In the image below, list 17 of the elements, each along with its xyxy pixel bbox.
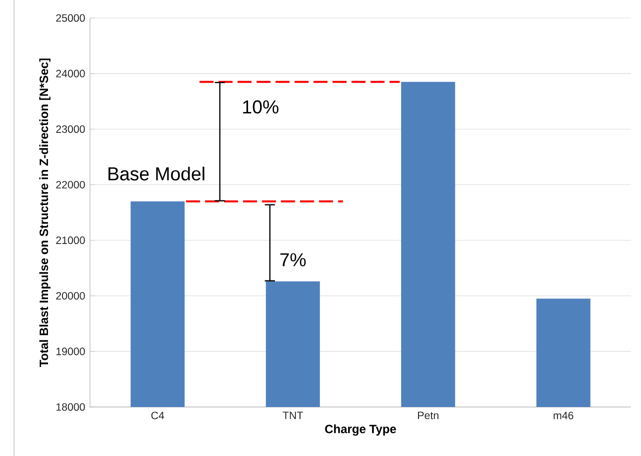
y-tick-label: 22000: [56, 180, 85, 188]
annotation: Base Model: [108, 166, 204, 180]
y-tick-label: 19000: [56, 348, 85, 356]
y-tick-label: 24000: [56, 70, 85, 78]
y-tick-label: 18000: [56, 403, 85, 411]
x-tick-label: C4: [151, 412, 164, 420]
x-tick-label: Petn: [418, 412, 438, 420]
x-tick-label: TNT: [282, 412, 304, 420]
y-tick-label: 20000: [56, 292, 85, 300]
y-tick-label: 21000: [56, 236, 85, 244]
annotation: 7%: [280, 253, 306, 266]
y-tick-label: 23000: [56, 125, 85, 133]
y-axis-title: Total Blast Impulse on Structure in Z-direction [N*Sec]: [39, 58, 50, 367]
annotation: 10%: [243, 100, 278, 114]
y-tick-label: 25000: [56, 14, 85, 22]
x-tick-label: m46: [554, 412, 574, 420]
x-axis-title: Charge Type: [325, 424, 396, 436]
